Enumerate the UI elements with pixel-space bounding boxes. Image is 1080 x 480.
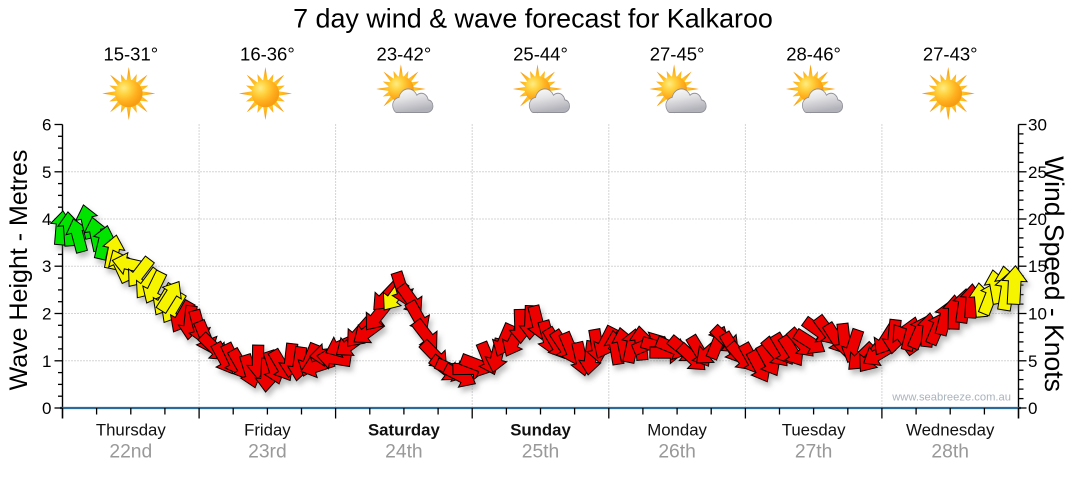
svg-text:5: 5 (1028, 352, 1037, 371)
svg-text:28th: 28th (931, 442, 969, 463)
svg-text:5: 5 (42, 163, 51, 182)
svg-text:www.seabreeze.com.au: www.seabreeze.com.au (891, 392, 1011, 404)
svg-text:1: 1 (42, 352, 51, 371)
svg-text:Thursday: Thursday (96, 421, 167, 440)
svg-text:6: 6 (42, 116, 51, 135)
svg-text:3: 3 (42, 257, 51, 276)
svg-text:15: 15 (1028, 257, 1047, 276)
svg-text:28-46°: 28-46° (786, 44, 841, 65)
svg-text:7 day wind & wave forecast for: 7 day wind & wave forecast for Kalkaroo (293, 4, 773, 34)
svg-text:Wednesday: Wednesday (906, 421, 995, 440)
svg-text:25th: 25th (522, 442, 560, 463)
svg-text:25: 25 (1028, 163, 1047, 182)
svg-text:4: 4 (42, 210, 51, 229)
svg-text:20: 20 (1028, 210, 1047, 229)
svg-text:Wind Speed - Knots: Wind Speed - Knots (1039, 156, 1069, 392)
svg-text:23-42°: 23-42° (377, 44, 432, 65)
svg-text:10: 10 (1028, 305, 1047, 324)
svg-text:23rd: 23rd (248, 442, 287, 463)
svg-text:Wave Height - Metres: Wave Height - Metres (5, 150, 33, 391)
svg-text:27-45°: 27-45° (650, 44, 705, 65)
svg-text:15-31°: 15-31° (103, 44, 158, 65)
svg-text:30: 30 (1028, 116, 1047, 135)
svg-text:24th: 24th (385, 442, 423, 463)
svg-text:Monday: Monday (647, 421, 707, 440)
svg-text:0: 0 (42, 399, 51, 418)
svg-text:Sunday: Sunday (510, 421, 571, 440)
svg-text:25-44°: 25-44° (513, 44, 568, 65)
svg-text:26th: 26th (658, 442, 696, 463)
svg-text:16-36°: 16-36° (240, 44, 295, 65)
svg-text:0: 0 (1028, 399, 1037, 418)
svg-text:Friday: Friday (244, 421, 291, 440)
svg-text:22nd: 22nd (109, 442, 152, 463)
svg-text:Tuesday: Tuesday (782, 421, 846, 440)
svg-text:27-43°: 27-43° (923, 44, 978, 65)
svg-text:Saturday: Saturday (368, 421, 440, 440)
svg-text:27th: 27th (795, 442, 833, 463)
svg-text:2: 2 (42, 305, 51, 324)
